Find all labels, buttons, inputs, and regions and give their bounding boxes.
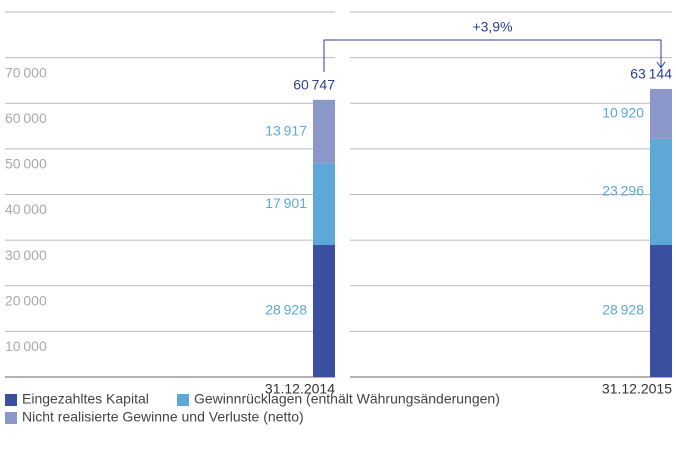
legend-swatch — [5, 412, 17, 424]
y-tick-label: 40 000 — [5, 201, 47, 217]
bar-segment — [650, 245, 672, 377]
annotation-bracket — [323, 39, 662, 72]
value-label: 23 296 — [602, 183, 644, 199]
bar-segment — [313, 163, 335, 246]
x-tick-label: 31.12.2014 — [265, 381, 335, 397]
bar-segment — [650, 138, 672, 246]
y-tick-label: 20 000 — [5, 292, 47, 308]
y-tick-label: 30 000 — [5, 247, 47, 263]
legend-label: Eingezahltes Kapital — [22, 391, 149, 407]
y-tick-label: 60 000 — [5, 110, 47, 126]
value-label: 13 917 — [265, 122, 307, 138]
value-label: 17 901 — [265, 195, 307, 211]
value-label: 28 928 — [602, 302, 644, 318]
annotation-arrow — [656, 61, 666, 69]
bar-segment — [313, 245, 335, 377]
annotation: +3,9% — [472, 19, 512, 35]
bar-segment — [650, 88, 672, 139]
total-label: 60 747 — [293, 77, 335, 93]
total-label: 63 144 — [630, 66, 672, 82]
legend-swatch — [5, 394, 17, 406]
legend-label: Nicht realisierte Gewinne und Verluste (… — [22, 409, 304, 425]
y-tick-label: 70 000 — [5, 64, 47, 80]
y-tick-label: 10 000 — [5, 338, 47, 354]
value-label: 10 920 — [602, 105, 644, 121]
value-label: 28 928 — [265, 302, 307, 318]
legend-label: Gewinnrücklagen (enthält Währungsänderun… — [194, 391, 500, 407]
x-tick-label: 31.12.2015 — [602, 381, 672, 397]
y-tick-label: 50 000 — [5, 156, 47, 172]
legend-swatch — [177, 394, 189, 406]
bar-segment — [313, 99, 335, 164]
